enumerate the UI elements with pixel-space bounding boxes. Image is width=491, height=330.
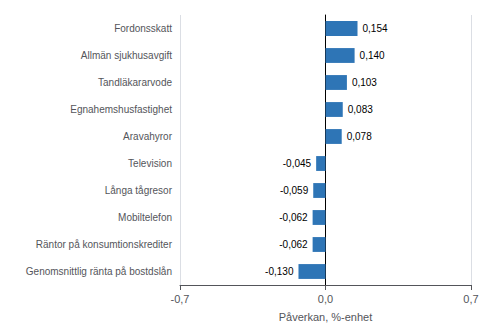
svg-text:Långa tågresor: Långa tågresor bbox=[105, 185, 173, 196]
svg-text:Mobiltelefon: Mobiltelefon bbox=[118, 212, 172, 223]
svg-text:Påverkan, %-enhet: Påverkan, %-enhet bbox=[279, 311, 373, 323]
svg-text:0,103: 0,103 bbox=[352, 77, 377, 88]
svg-text:0,078: 0,078 bbox=[347, 131, 372, 142]
svg-text:Aravahyror: Aravahyror bbox=[123, 131, 173, 142]
svg-text:0,0: 0,0 bbox=[318, 293, 333, 305]
svg-text:-0,7: -0,7 bbox=[171, 293, 190, 305]
svg-text:-0,062: -0,062 bbox=[279, 239, 308, 250]
svg-text:Räntor på konsumtionskrediter: Räntor på konsumtionskrediter bbox=[36, 239, 173, 250]
svg-text:-0,130: -0,130 bbox=[265, 266, 294, 277]
svg-text:0,7: 0,7 bbox=[463, 293, 478, 305]
svg-text:0,083: 0,083 bbox=[348, 104, 373, 115]
svg-text:Allmän sjukhusavgift: Allmän sjukhusavgift bbox=[81, 50, 172, 61]
svg-text:Egnahemshusfastighet: Egnahemshusfastighet bbox=[70, 104, 172, 115]
svg-text:Tandläkararvode: Tandläkararvode bbox=[98, 77, 172, 88]
svg-text:-0,059: -0,059 bbox=[280, 185, 309, 196]
svg-text:Television: Television bbox=[128, 158, 172, 169]
svg-text:Fordonsskatt: Fordonsskatt bbox=[114, 23, 172, 34]
svg-text:-0,045: -0,045 bbox=[283, 158, 312, 169]
svg-text:-0,062: -0,062 bbox=[279, 212, 308, 223]
svg-text:Genomsnittlig ränta på bostdsl: Genomsnittlig ränta på bostdslån bbox=[26, 266, 172, 277]
svg-text:0,140: 0,140 bbox=[360, 50, 385, 61]
svg-text:0,154: 0,154 bbox=[363, 23, 388, 34]
